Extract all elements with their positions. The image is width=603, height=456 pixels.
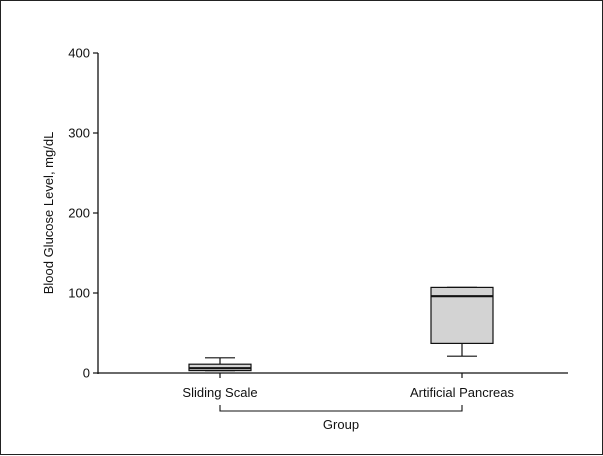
x-tick-label: Artificial Pancreas	[410, 385, 515, 400]
y-tick-label: 400	[68, 46, 90, 61]
y-tick-label: 0	[83, 366, 90, 381]
plot-area: 0 100 200 300 400 Sliding Scale Artificial Pan…	[68, 46, 568, 412]
y-tick-label: 300	[68, 126, 90, 141]
group-bracket	[219, 405, 463, 412]
y-tick-label: 100	[68, 286, 90, 301]
x-tick-label: Sliding Scale	[182, 385, 257, 400]
x-axis-label: Group	[323, 417, 359, 432]
y-tick-label: 200	[68, 206, 90, 221]
y-axis-label: Blood Glucose Level, mg/dL	[41, 132, 56, 295]
